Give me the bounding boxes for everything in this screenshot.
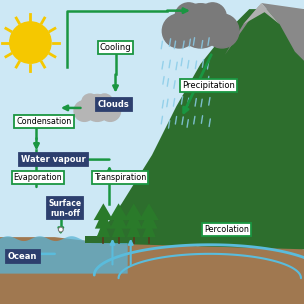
Polygon shape bbox=[140, 210, 157, 229]
Polygon shape bbox=[112, 220, 125, 237]
Circle shape bbox=[199, 3, 226, 30]
Circle shape bbox=[175, 3, 202, 30]
Text: Ocean: Ocean bbox=[8, 252, 37, 261]
Polygon shape bbox=[225, 3, 304, 61]
Polygon shape bbox=[91, 9, 304, 249]
Polygon shape bbox=[110, 210, 127, 229]
Circle shape bbox=[178, 4, 223, 48]
Text: Surface
run-off: Surface run-off bbox=[49, 199, 82, 218]
Circle shape bbox=[10, 22, 51, 63]
Circle shape bbox=[82, 94, 98, 111]
Text: Transpiration: Transpiration bbox=[94, 173, 146, 182]
Circle shape bbox=[100, 101, 120, 121]
Polygon shape bbox=[94, 203, 113, 220]
Polygon shape bbox=[142, 220, 156, 237]
Polygon shape bbox=[125, 210, 142, 229]
Circle shape bbox=[205, 14, 239, 48]
Polygon shape bbox=[124, 203, 143, 220]
Text: Precipitation: Precipitation bbox=[182, 81, 235, 90]
Circle shape bbox=[58, 227, 63, 232]
Text: Clouds: Clouds bbox=[98, 100, 130, 109]
Circle shape bbox=[74, 101, 95, 121]
Circle shape bbox=[96, 94, 113, 111]
Circle shape bbox=[84, 95, 111, 121]
Text: Condensation: Condensation bbox=[16, 117, 72, 126]
Polygon shape bbox=[95, 210, 112, 229]
Text: Cooling: Cooling bbox=[100, 43, 131, 52]
Polygon shape bbox=[0, 237, 304, 304]
Text: Water vapour: Water vapour bbox=[21, 155, 85, 164]
Polygon shape bbox=[0, 236, 128, 274]
Polygon shape bbox=[139, 203, 159, 220]
Polygon shape bbox=[109, 203, 128, 220]
Polygon shape bbox=[97, 220, 110, 237]
Polygon shape bbox=[85, 236, 167, 243]
Polygon shape bbox=[127, 220, 140, 237]
Circle shape bbox=[162, 14, 196, 48]
Text: Percolation: Percolation bbox=[204, 225, 249, 234]
Text: Evaporation: Evaporation bbox=[14, 173, 62, 182]
Polygon shape bbox=[243, 3, 280, 24]
